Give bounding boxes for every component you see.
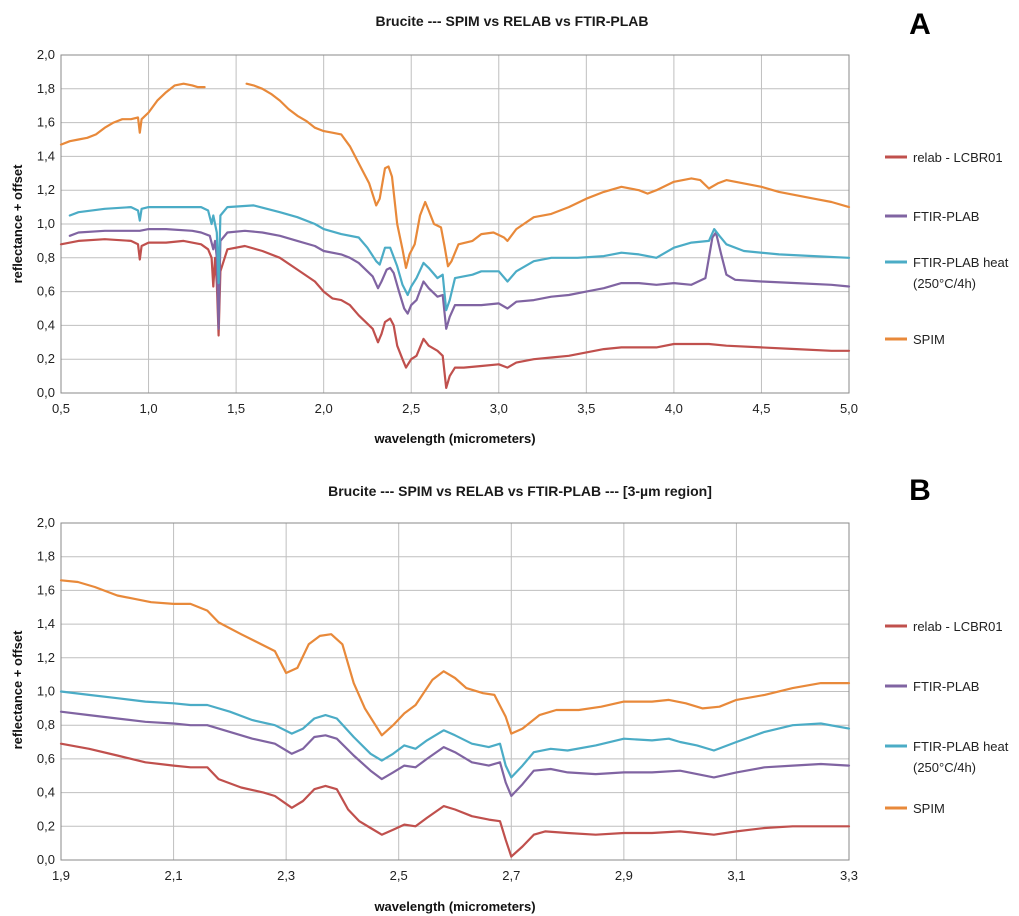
chart-panel-b: Brucite --- SPIM vs RELAB vs FTIR-PLAB -… [10,474,1009,914]
series-line-spim [59,579,851,737]
y-tick-label: 1,2 [37,650,55,665]
x-tick-label: 3,3 [840,868,858,883]
x-tick-label: 2,5 [390,868,408,883]
chart-title: Brucite --- SPIM vs RELAB vs FTIR-PLAB -… [328,483,712,499]
chart-panel-a: Brucite --- SPIM vs RELAB vs FTIR-PLAB A… [10,8,1009,446]
legend-item: SPIM [885,801,945,816]
series-line-ftir-heat [68,204,851,312]
legend-label: (250°C/4h) [913,276,976,291]
y-axis-label: reflectance + offset [10,630,25,750]
legend-item: FTIR-PLAB [885,679,979,694]
x-tick-label: 4,0 [665,401,683,416]
x-tick-label: 0,5 [52,401,70,416]
x-axis-label: wavelength (micrometers) [373,899,535,914]
x-tick-label: 3,0 [490,401,508,416]
y-tick-label: 0,6 [37,284,55,299]
y-tick-label: 1,8 [37,549,55,564]
legend-item: FTIR-PLAB heat (250°C/4h) [885,255,1009,291]
y-tick-label: 0,8 [37,717,55,732]
legend-item: relab - LCBR01 [885,619,1003,634]
series-line-spim [59,82,206,146]
x-tick-label: 2,7 [502,868,520,883]
x-tick-label: 1,9 [52,868,70,883]
series-line-relab [59,742,851,858]
y-tick-label: 1,2 [37,182,55,197]
legend-item: SPIM [885,332,945,347]
y-tick-label: 0,8 [37,250,55,265]
legend: relab - LCBR01 FTIR-PLAB FTIR-PLAB heat (25… [885,619,1009,816]
series-line-relab [59,238,851,389]
y-tick-label: 0,2 [37,818,55,833]
legend-item: FTIR-PLAB [885,209,979,224]
y-tick-label: 1,4 [37,616,55,631]
y-tick-label: 0,0 [37,852,55,867]
y-tick-label: 1,8 [37,81,55,96]
legend-item: FTIR-PLAB heat (250°C/4h) [885,739,1009,775]
legend: relab - LCBR01 FTIR-PLAB FTIR-PLAB heat (25… [885,150,1009,347]
plot-area: 0,0 0,2 0,4 0,6 0,8 1,0 1,2 1,4 1,6 1,8 2,0 0,5 1,0 1… [37,47,858,416]
y-tick-label: 1,6 [37,115,55,130]
y-tick-label: 2,0 [37,47,55,62]
y-tick-label: 0,0 [37,385,55,400]
x-tick-label: 1,5 [227,401,245,416]
legend-label: SPIM [913,801,945,816]
chart-title: Brucite --- SPIM vs RELAB vs FTIR-PLAB [375,13,648,29]
legend-item: relab - LCBR01 [885,150,1003,165]
legend-label: FTIR-PLAB [913,209,979,224]
y-tick-label: 1,0 [37,216,55,231]
legend-label: relab - LCBR01 [913,150,1003,165]
y-tick-label: 0,2 [37,351,55,366]
x-tick-label: 1,0 [140,401,158,416]
y-tick-label: 1,0 [37,684,55,699]
y-tick-label: 0,4 [37,317,55,332]
y-axis-label: reflectance + offset [10,164,25,284]
y-tick-label: 2,0 [37,515,55,530]
x-tick-label: 2,0 [315,401,333,416]
y-tick-label: 1,4 [37,148,55,163]
legend-label: FTIR-PLAB heat [913,739,1009,754]
x-tick-label: 5,0 [840,401,858,416]
series-line-ftir [59,710,851,798]
series-line-spim [245,82,851,269]
plot-area: 0,0 0,2 0,4 0,6 0,8 1,0 1,2 1,4 1,6 1,8 2,0 1,9 2,1 2… [37,515,858,883]
x-axis-label: wavelength (micrometers) [373,431,535,446]
legend-label: FTIR-PLAB heat [913,255,1009,270]
y-tick-label: 0,6 [37,751,55,766]
x-tick-label: 2,9 [615,868,633,883]
legend-label: (250°C/4h) [913,760,976,775]
panel-label: B [909,474,931,507]
x-tick-label: 3,5 [577,401,595,416]
x-tick-label: 2,1 [165,868,183,883]
x-tick-label: 2,3 [277,868,295,883]
legend-label: FTIR-PLAB [913,679,979,694]
legend-label: SPIM [913,332,945,347]
plot-frame [60,54,850,394]
panel-label: A [909,8,931,41]
x-tick-label: 4,5 [752,401,770,416]
x-tick-label: 3,1 [727,868,745,883]
y-tick-label: 1,6 [37,582,55,597]
y-tick-label: 0,4 [37,785,55,800]
legend-label: relab - LCBR01 [913,619,1003,634]
series-line-ftir-heat [59,690,851,779]
x-tick-label: 2,5 [402,401,420,416]
